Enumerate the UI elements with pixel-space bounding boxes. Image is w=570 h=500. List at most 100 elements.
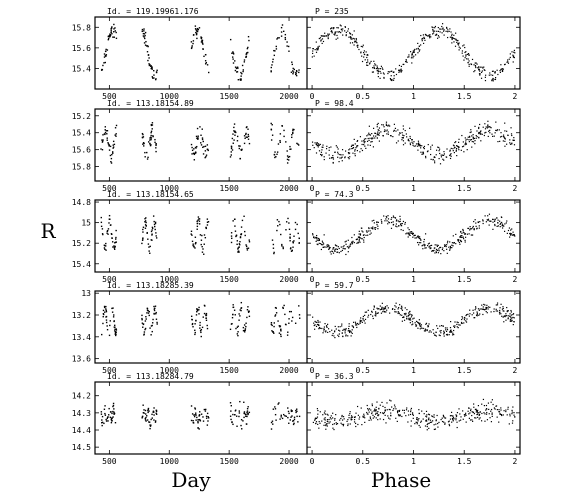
phase-point [509,53,511,55]
phase-point [324,35,326,37]
phase-point [383,77,385,79]
day-point [155,150,157,153]
day-point [199,411,201,413]
phase-point [478,69,480,71]
phase-point [384,129,386,131]
phase-tick-label: 0.5 [356,366,371,375]
phase-point [326,326,328,328]
phase-point [446,242,449,244]
phase-point [453,418,455,420]
day-point [104,311,106,313]
day-point [156,69,158,71]
day-point [155,143,157,145]
day-point [298,415,301,418]
phase-point [501,227,504,229]
phase-point [473,403,475,405]
day-point [202,43,204,45]
phase-point [507,406,509,408]
phase-point [450,320,452,323]
phase-point [383,411,385,414]
day-point [243,412,246,415]
phase-point [452,332,454,334]
phase-point [430,148,432,150]
day-point [205,61,208,64]
day-point [236,243,238,246]
phase-point [454,146,456,149]
phase-point [370,409,372,411]
day-point [200,331,202,334]
phase-point [328,422,330,424]
day-point [204,150,207,152]
phase-point [418,418,420,420]
phase-point [505,313,507,315]
phase-point [374,132,377,135]
phase-point [494,223,496,226]
phase-point [352,147,354,149]
phase-point [500,303,502,305]
day-point [151,324,153,327]
day-point [113,247,116,249]
phase-point [461,146,464,148]
phase-point [449,331,451,333]
phase-point [496,225,498,227]
phase-point [381,302,383,304]
day-point [275,45,277,48]
phase-point [312,421,314,424]
phase-point [462,141,464,143]
day-point [198,306,200,309]
phase-point [424,244,426,246]
day-point [109,36,111,38]
day-point [270,122,272,125]
day-point [191,323,194,326]
phase-point [481,308,483,310]
phase-point [324,410,326,412]
phase-point [349,156,351,158]
phase-point [329,421,331,423]
phase-point [397,220,399,222]
day-point [108,414,110,416]
phase-point [315,152,318,154]
phase-point [472,136,474,138]
phase-point [366,231,368,233]
day-point [108,149,111,151]
day-point [197,422,199,424]
phase-point [396,226,398,228]
phase-point [375,417,377,419]
day-point [145,413,147,415]
phase-point [498,311,501,314]
phase-point [476,130,478,132]
phase-point [395,73,398,76]
phase-point [372,226,374,228]
phase-point [339,24,341,26]
phase-point [473,228,475,230]
phase-point [423,330,426,332]
phase-point [364,141,366,143]
phase-point [348,245,350,247]
phase-point [418,45,420,47]
day-point [232,304,234,306]
phase-point [428,417,430,419]
phase-point [425,322,428,324]
phase-point [377,75,379,78]
phase-point [348,323,350,325]
period-label: P = 74.3 [315,190,354,199]
phase-point [441,154,444,156]
day-point [150,334,152,336]
phase-point [441,417,443,419]
phase-point [503,137,506,139]
phase-point [354,422,357,424]
phase-point [350,415,353,417]
day-point [290,250,293,252]
phase-point [449,249,451,251]
day-point [144,31,147,34]
day-point [272,247,275,249]
day-point [206,424,209,426]
phase-point [503,310,505,312]
day-point [245,132,247,135]
phase-point [504,63,506,65]
day-point [104,126,107,128]
phase-point [481,304,483,306]
phase-point [318,238,320,240]
phase-point [460,419,462,421]
phase-point [440,324,443,327]
